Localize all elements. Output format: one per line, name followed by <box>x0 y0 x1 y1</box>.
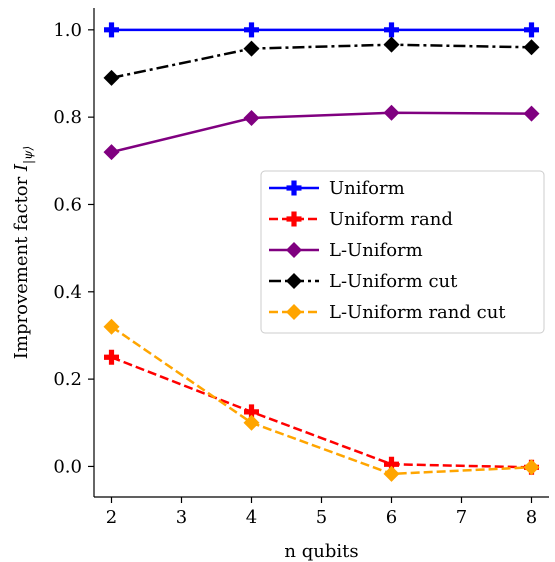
series-layer <box>103 22 540 482</box>
legend-label: L-Uniform rand cut <box>329 302 506 323</box>
data-point-uniform <box>104 22 119 38</box>
series-line-l-uniform <box>111 111 532 154</box>
y-tick-label: 0.2 <box>53 369 82 390</box>
data-point-uniform-rand <box>104 349 119 365</box>
y-tick-label: 0.0 <box>53 456 82 477</box>
legend-item-l-uniform-rand-cut: L-Uniform rand cut <box>269 302 506 323</box>
data-point-l-uniform <box>103 144 120 161</box>
series-line-l-uniform-cut <box>111 43 532 80</box>
data-point-l-uniform-cut <box>523 39 540 56</box>
y-tick-label: 0.8 <box>53 107 82 128</box>
data-point-uniform <box>244 22 259 38</box>
data-point-l-uniform-cut <box>383 36 400 53</box>
data-point-l-uniform-rand-cut <box>103 318 120 335</box>
y-axis-label: Improvement factor I|ψ⟩ <box>11 146 35 359</box>
x-tick-label: 8 <box>526 507 537 528</box>
data-point-l-uniform <box>383 104 400 121</box>
series-l-uniform-rand-cut <box>103 318 540 482</box>
data-point-l-uniform-rand-cut <box>243 414 260 431</box>
data-point-uniform <box>384 22 399 38</box>
legend-label: Uniform <box>329 178 405 199</box>
x-tick-label: 3 <box>176 507 187 528</box>
legend-label: L-Uniform cut <box>329 271 458 292</box>
legend-item-uniform-rand: Uniform rand <box>269 209 453 230</box>
series-l-uniform-cut <box>103 36 540 86</box>
y-tick-label: 1.0 <box>53 20 82 41</box>
x-tick-label: 6 <box>386 507 397 528</box>
legend-marker <box>286 211 302 227</box>
y-axis-label-subscript: |ψ⟩ <box>21 146 35 164</box>
y-tick-label: 0.6 <box>53 194 82 215</box>
series-l-uniform <box>103 104 540 161</box>
legend: Uniform Uniform rand L-Uniform L-Uniform cu… <box>260 170 545 334</box>
x-tick-label: 2 <box>106 507 117 528</box>
data-point-l-uniform-rand-cut <box>383 465 400 482</box>
data-point-l-uniform <box>523 105 540 122</box>
y-tick-label: 0.4 <box>53 282 82 303</box>
data-point-uniform <box>524 22 539 38</box>
x-tick-label: 7 <box>456 507 467 528</box>
legend-marker <box>286 304 302 320</box>
y-axis-label-symbol: I <box>11 163 32 172</box>
series-line-l-uniform-rand-cut <box>110 325 532 476</box>
data-point-l-uniform <box>243 110 260 127</box>
series-line-uniform-rand <box>111 356 532 469</box>
legend-marker <box>286 242 302 258</box>
series-uniform-rand <box>104 349 539 475</box>
legend-label: Uniform rand <box>329 209 453 230</box>
legend-item-l-uniform: L-Uniform <box>269 240 423 261</box>
legend-marker <box>286 273 302 289</box>
legend-item-uniform: Uniform <box>269 178 405 199</box>
series-uniform <box>104 22 539 38</box>
legend-item-l-uniform-cut: L-Uniform cut <box>269 271 458 292</box>
legend-box <box>260 170 545 334</box>
x-tick-label: 5 <box>316 507 327 528</box>
y-ticks: 0.0 0.2 0.4 0.6 0.8 1.0 <box>53 20 94 477</box>
legend-marker <box>286 180 302 196</box>
legend-label: L-Uniform <box>329 240 423 261</box>
data-point-l-uniform-cut <box>243 40 260 57</box>
x-tick-label: 4 <box>246 507 257 528</box>
data-point-l-uniform-rand-cut <box>523 459 540 476</box>
data-point-l-uniform-cut <box>103 69 120 86</box>
x-axis-label: n qubits <box>284 541 358 562</box>
data-point-uniform-rand <box>384 456 399 472</box>
y-axis-label-main: Improvement factor <box>11 171 32 359</box>
x-ticks: 2 3 4 5 6 7 8 <box>106 497 537 528</box>
data-point-uniform-rand <box>244 404 259 420</box>
